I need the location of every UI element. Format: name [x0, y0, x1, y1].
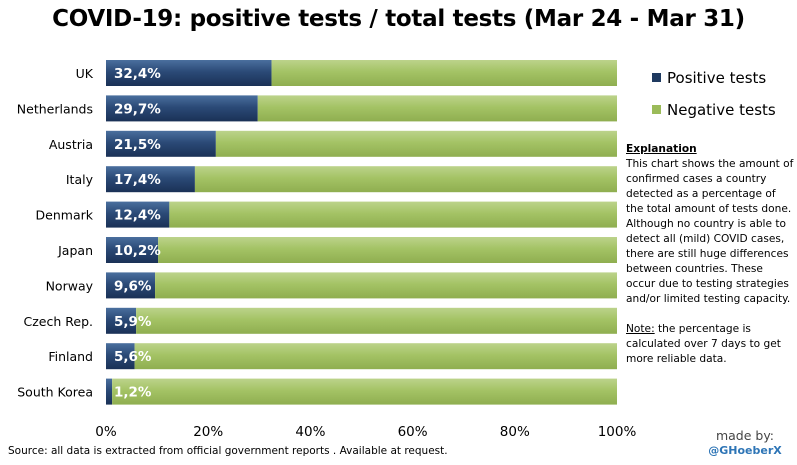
category-label: Netherlands: [17, 101, 93, 116]
x-tick-label: 40%: [295, 424, 325, 440]
data-label: 10,2%: [114, 243, 161, 259]
category-label: Denmark: [36, 208, 94, 223]
bar-negative: [155, 272, 617, 299]
category-label: South Korea: [17, 385, 93, 400]
bar-negative: [136, 307, 618, 334]
data-label: 1,2%: [114, 385, 152, 401]
category-label: Finland: [48, 349, 93, 364]
category-label: UK: [76, 66, 94, 81]
bar-positive: [106, 201, 170, 228]
x-tick-label: 100%: [598, 424, 637, 440]
bar-positive: [106, 272, 156, 299]
explanation-body: This chart shows the amount of confirmed…: [626, 158, 794, 305]
bar-positive: [106, 343, 135, 370]
data-label: 9,6%: [114, 278, 152, 294]
legend-positive-label: Positive tests: [667, 69, 767, 87]
data-label: 32,4%: [114, 66, 161, 82]
x-tick-label: 60%: [398, 424, 428, 440]
bar-positive: [106, 166, 195, 193]
bar-positive: [106, 60, 272, 86]
legend-negative: Negative tests: [652, 101, 776, 119]
legend-negative-swatch: [652, 105, 661, 114]
x-tick-label: 0%: [95, 424, 117, 440]
source-note: Source: all data is extracted from offic…: [8, 445, 448, 457]
x-tick-label: 80%: [500, 424, 530, 440]
credit-handle: @GHoeberX: [708, 444, 782, 457]
bar-positive: [106, 130, 216, 157]
bar-positive: [106, 95, 258, 122]
bar-negative: [169, 201, 617, 228]
category-label: Czech Rep.: [24, 314, 93, 329]
note-text: the percentage is calculated over 7 days…: [626, 323, 781, 365]
category-label: Japan: [57, 243, 93, 258]
data-label: 5,6%: [114, 349, 152, 365]
bar-positive: [106, 378, 113, 405]
bar-negative: [194, 166, 617, 193]
bar-negative: [112, 378, 617, 405]
data-label: 29,7%: [114, 101, 161, 117]
credit: made by: @GHoeberX: [700, 428, 790, 458]
category-label: Italy: [66, 172, 94, 187]
data-label: 21,5%: [114, 137, 161, 153]
credit-label: made by:: [715, 428, 775, 443]
data-label: 5,9%: [114, 314, 152, 330]
legend-positive-swatch: [652, 73, 661, 82]
bar-negative: [134, 343, 617, 370]
note-label: Note:: [626, 323, 655, 335]
data-label: 12,4%: [114, 208, 161, 224]
legend-negative-label: Negative tests: [667, 101, 776, 119]
x-tick-label: 20%: [193, 424, 223, 440]
explanation-box: Explanation This chart shows the amount …: [626, 142, 794, 367]
bar-negative: [271, 60, 617, 86]
bar-negative: [158, 237, 617, 263]
bar-positive: [106, 307, 137, 334]
bar-positive: [106, 237, 159, 263]
category-label: Austria: [49, 137, 93, 152]
bar-negative: [257, 95, 617, 122]
category-label: Norway: [46, 278, 94, 293]
bar-negative: [215, 130, 618, 157]
chart-title: COVID-19: positive tests / total tests (…: [52, 6, 745, 32]
legend-positive: Positive tests: [652, 69, 766, 87]
explanation-heading: Explanation: [626, 143, 697, 155]
data-label: 17,4%: [114, 172, 161, 188]
